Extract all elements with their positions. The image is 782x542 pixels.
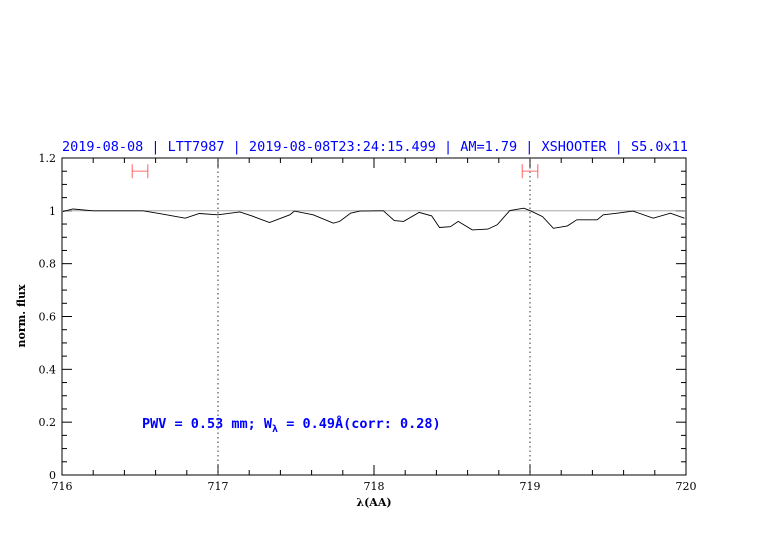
x-tick-label: 716 bbox=[52, 480, 73, 493]
y-axis-label: norm. flux bbox=[15, 284, 28, 347]
spectrum-line bbox=[62, 207, 685, 231]
y-tick-label: 0 bbox=[49, 469, 56, 482]
x-axis-label: λ(AA) bbox=[356, 496, 391, 509]
y-tick-label: 0.6 bbox=[39, 311, 57, 324]
pwv-annotation: PWV = 0.53 mm; Wλ = 0.49Å(corr: 0.28) bbox=[142, 415, 441, 435]
y-tick-label: 1 bbox=[49, 205, 56, 218]
y-tick-label: 0.2 bbox=[39, 416, 57, 429]
x-tick-label: 717 bbox=[208, 480, 229, 493]
x-tick-label: 718 bbox=[364, 480, 385, 493]
x-tick-label: 719 bbox=[520, 480, 541, 493]
x-tick-label: 720 bbox=[676, 480, 697, 493]
chart-title: 2019-08-08 | LTT7987 | 2019-08-08T23:24:… bbox=[62, 139, 688, 155]
y-tick-label: 1.2 bbox=[39, 152, 57, 165]
y-tick-label: 0.4 bbox=[39, 363, 57, 376]
y-tick-label: 0.8 bbox=[39, 258, 57, 271]
